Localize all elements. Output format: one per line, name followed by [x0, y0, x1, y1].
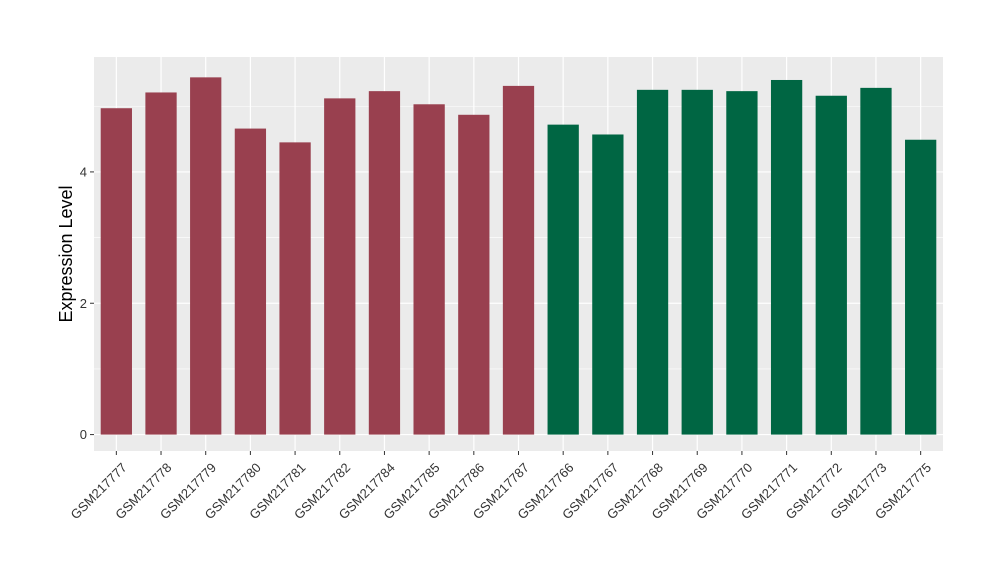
y-axis-title: Expression Level — [56, 185, 76, 322]
y-tick-label: 4 — [80, 164, 87, 179]
bar-GSM217778 — [145, 92, 177, 435]
bar-GSM217766 — [547, 124, 579, 435]
bar-GSM217768 — [636, 89, 669, 435]
bar-GSM217777 — [100, 108, 132, 435]
x-axis: GSM217777GSM217778GSM217779GSM217780GSM2… — [68, 451, 934, 522]
bar-GSM217781 — [279, 142, 311, 435]
bar-GSM217786 — [458, 114, 490, 435]
bar-GSM217787 — [502, 85, 535, 435]
bar-GSM217771 — [770, 79, 803, 435]
bar-GSM217784 — [368, 91, 401, 435]
bar-GSM217769 — [681, 89, 713, 435]
bar-GSM217782 — [324, 98, 356, 435]
y-axis: 0 2 4 — [80, 164, 94, 442]
bars-group — [100, 77, 937, 435]
bar-GSM217775 — [905, 139, 937, 435]
bar-GSM217773 — [860, 87, 892, 435]
bar-GSM217780 — [234, 128, 267, 435]
y-tick-label: 0 — [80, 427, 87, 442]
bar-GSM217772 — [815, 95, 847, 435]
bar-GSM217785 — [413, 104, 445, 435]
bar-GSM217779 — [190, 77, 222, 435]
bar-GSM217767 — [592, 134, 624, 435]
bar-GSM217770 — [726, 91, 758, 435]
y-tick-label: 2 — [80, 296, 87, 311]
